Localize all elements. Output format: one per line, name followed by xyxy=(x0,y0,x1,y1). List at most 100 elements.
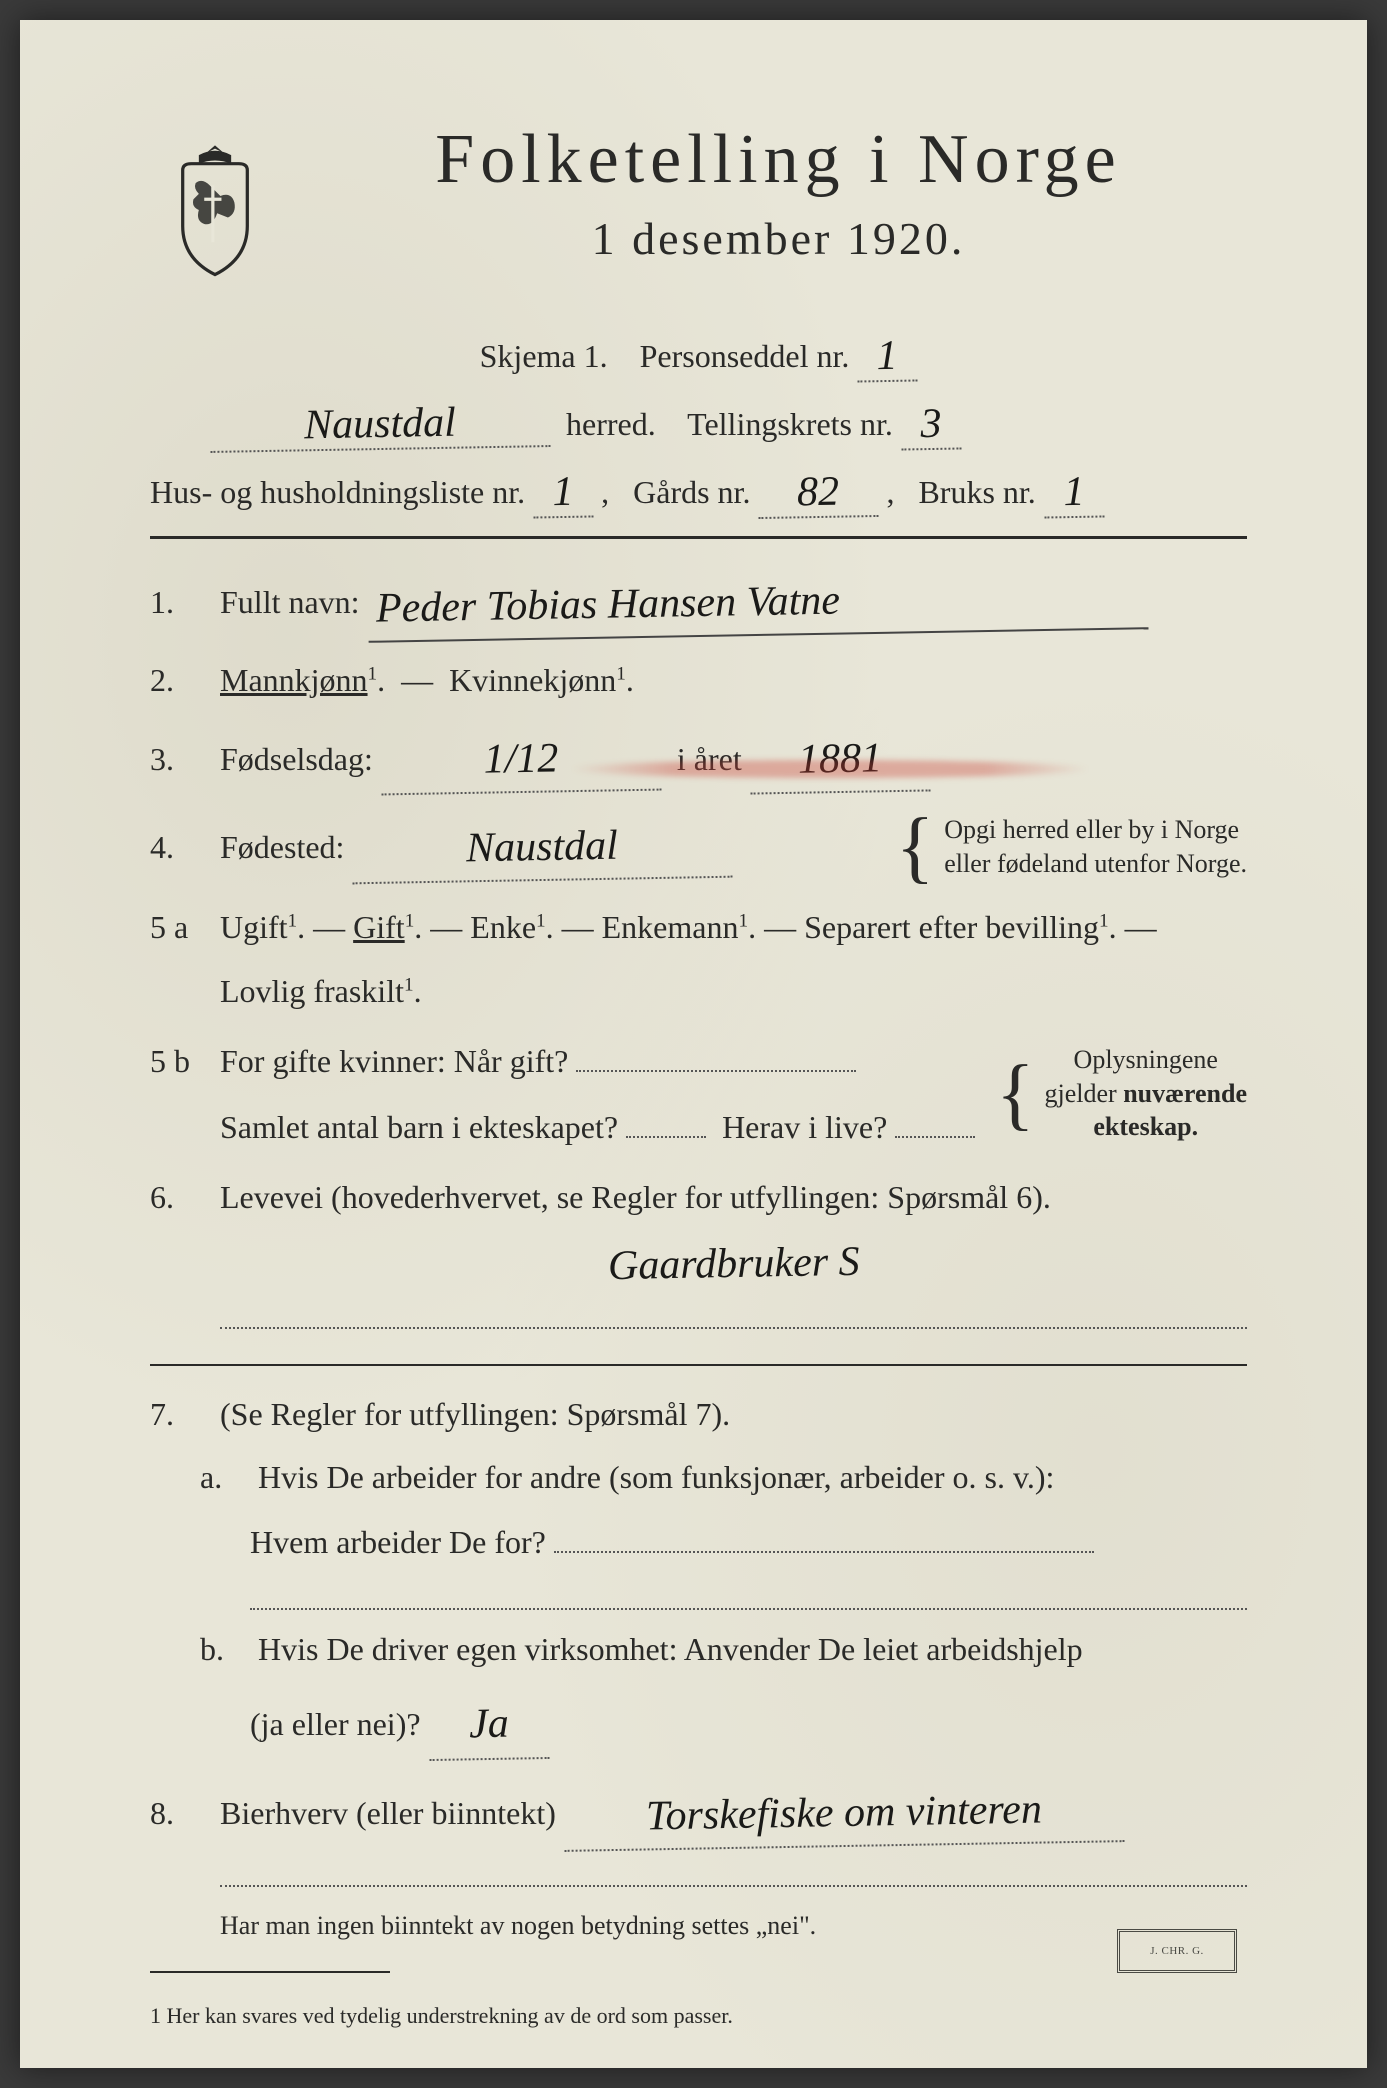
sup: 1 xyxy=(405,910,415,931)
when-married-value xyxy=(576,1070,856,1072)
fill-line xyxy=(250,1574,1247,1610)
q2: 2. Mannkjønn1. — Kvinnekjønn1. xyxy=(150,656,1247,704)
q5b-note1: Oplysningene xyxy=(1045,1043,1247,1077)
q5b-children-alive: Herav i live? xyxy=(722,1109,887,1145)
brace-icon: { xyxy=(896,815,934,879)
divider xyxy=(150,536,1247,539)
bruks-nr: 1 xyxy=(1043,467,1104,518)
sup: 1 xyxy=(738,910,748,931)
bruks-label: Bruks nr. xyxy=(918,474,1035,510)
q7a-text2: Hvem arbeider De for? xyxy=(250,1524,546,1560)
q1-label: Fullt navn: xyxy=(220,584,360,620)
q2-opt-mannkjonn: Mannkjønn xyxy=(220,662,368,698)
q3-num: 3. xyxy=(150,735,220,783)
occupation-value: Gaardbruker S xyxy=(607,1230,860,1297)
q7-num: 7. xyxy=(150,1390,220,1438)
coat-of-arms-icon xyxy=(150,130,280,290)
herred-label: herred. xyxy=(566,406,656,442)
page-title: Folketelling i Norge xyxy=(310,120,1247,200)
gards-label: Gårds nr. xyxy=(633,474,750,510)
q5a-num: 5 a xyxy=(150,903,220,951)
q1-num: 1. xyxy=(150,578,220,626)
personseddel-nr: 1 xyxy=(857,331,918,382)
q8: 8. Bierhverv (eller biinntekt) Torskefis… xyxy=(150,1780,1247,1887)
q6-num: 6. xyxy=(150,1173,220,1221)
q5b-note2: gjelder nuværende xyxy=(1045,1077,1247,1111)
q2-opt-kvinnekjonn: Kvinnekjønn xyxy=(449,662,616,698)
printer-stamp-icon: J. CHR. G. xyxy=(1117,1929,1237,1973)
opt-ugift: Ugift xyxy=(220,909,288,945)
fill-line xyxy=(220,1299,1247,1329)
birthplace-value: Naustdal xyxy=(352,813,733,885)
sup: 1 xyxy=(1099,910,1109,931)
birth-day: 1/12 xyxy=(380,726,661,796)
q5b-sidenote: Oplysningene gjelder nuværende ekteskap. xyxy=(1045,1043,1247,1144)
form-meta: Skjema 1. Personseddel nr. 1 Naustdal he… xyxy=(150,330,1247,516)
opt-enke: Enke xyxy=(470,909,536,945)
q6: 6. Levevei (hovederhvervet, se Regler fo… xyxy=(150,1173,1247,1342)
tellingskrets-nr: 3 xyxy=(900,399,961,450)
q7a: a. Hvis De arbeider for andre (som funks… xyxy=(200,1452,1247,1610)
q5a: 5 a Ugift1. — Gift1. — Enke1. — Enkemann… xyxy=(150,903,1247,1015)
q3-year-label: i året xyxy=(677,741,742,777)
q4-note2: eller fødeland utenfor Norge. xyxy=(944,847,1247,881)
footnote-divider xyxy=(150,1971,390,1973)
employer-value xyxy=(554,1551,1094,1553)
full-name-value: Peder Tobias Hansen Vatne xyxy=(367,564,1148,643)
q4: 4. Fødested: Naustdal { Opgi herred elle… xyxy=(150,813,1247,881)
sup: 1 xyxy=(536,910,546,931)
q5b: 5 b For gifte kvinner: Når gift? Samlet … xyxy=(150,1037,1247,1151)
children-alive-value xyxy=(895,1136,975,1138)
opt-fraskilt: Lovlig fraskilt xyxy=(220,973,404,1009)
q2-num: 2. xyxy=(150,656,220,704)
q7b-text2: (ja eller nei)? xyxy=(250,1706,421,1742)
q3: 3. Fødselsdag: 1/12 i året 1881 xyxy=(150,726,1247,791)
q4-sidenote: Opgi herred eller by i Norge eller fødel… xyxy=(944,813,1247,881)
sup: 1 xyxy=(288,910,298,931)
hus-nr: 1 xyxy=(533,467,594,518)
q5b-children-total: Samlet antal barn i ekteskapet? xyxy=(220,1109,618,1145)
q8-label: Bierhverv (eller biinntekt) xyxy=(220,1795,556,1831)
q6-label: Levevei (hovederhvervet, se Regler for u… xyxy=(220,1179,1051,1215)
hus-label: Hus- og husholdningsliste nr. xyxy=(150,474,525,510)
opt-enkemann: Enkemann xyxy=(602,909,739,945)
brace-icon: { xyxy=(996,1062,1034,1126)
q8-num: 8. xyxy=(150,1789,220,1837)
q5b-num: 5 b xyxy=(150,1037,220,1085)
tellingskrets-label: Tellingskrets nr. xyxy=(687,406,893,442)
q7-intro: (Se Regler for utfyllingen: Spørsmål 7). xyxy=(220,1390,1247,1438)
opt-separert: Separert efter bevilling xyxy=(804,909,1099,945)
q5b-note3: ekteskap. xyxy=(1045,1110,1247,1144)
skjema-label: Skjema 1. xyxy=(480,338,608,374)
sup: 1 xyxy=(616,663,626,684)
footnote: 1 Her kan svares ved tydelig understrekn… xyxy=(150,2003,1247,2029)
census-form-page: Folketelling i Norge 1 desember 1920. Sk… xyxy=(20,20,1367,2068)
children-total-value xyxy=(626,1136,706,1138)
hired-help-value: Ja xyxy=(428,1690,549,1761)
q7: 7. (Se Regler for utfyllingen: Spørsmål … xyxy=(150,1390,1247,1759)
herred-value: Naustdal xyxy=(210,397,551,453)
q1: 1. Fullt navn: Peder Tobias Hansen Vatne xyxy=(150,569,1247,634)
q7a-text1: Hvis De arbeider for andre (som funksjon… xyxy=(258,1459,1054,1495)
fill-line xyxy=(220,1851,1247,1887)
sup: 1 xyxy=(404,974,414,995)
q7b-text1: Hvis De driver egen virksomhet: Anvender… xyxy=(258,1631,1083,1667)
secondary-occupation-value: Torskefiske om vinteren xyxy=(563,1777,1124,1852)
q4-num: 4. xyxy=(150,823,220,871)
opt-gift: Gift xyxy=(353,909,405,945)
q4-note1: Opgi herred eller by i Norge xyxy=(944,813,1247,847)
q5b-when-married: For gifte kvinner: Når gift? xyxy=(220,1043,568,1079)
header: Folketelling i Norge 1 desember 1920. xyxy=(150,120,1247,290)
q7b-label: b. xyxy=(200,1624,250,1675)
gards-nr: 82 xyxy=(758,467,879,519)
q7a-label: a. xyxy=(200,1452,250,1503)
q7b: b. Hvis De driver egen virksomhet: Anven… xyxy=(200,1624,1247,1758)
personseddel-label: Personseddel nr. xyxy=(640,338,850,374)
page-subtitle: 1 desember 1920. xyxy=(310,212,1247,265)
divider xyxy=(150,1364,1247,1366)
q3-label: Fødselsdag: xyxy=(220,741,373,777)
tail-note: Har man ingen biinntekt av nogen betydni… xyxy=(220,1911,1247,1941)
birth-year: 1881 xyxy=(749,726,930,794)
sup: 1 xyxy=(368,663,378,684)
title-block: Folketelling i Norge 1 desember 1920. xyxy=(310,120,1247,265)
